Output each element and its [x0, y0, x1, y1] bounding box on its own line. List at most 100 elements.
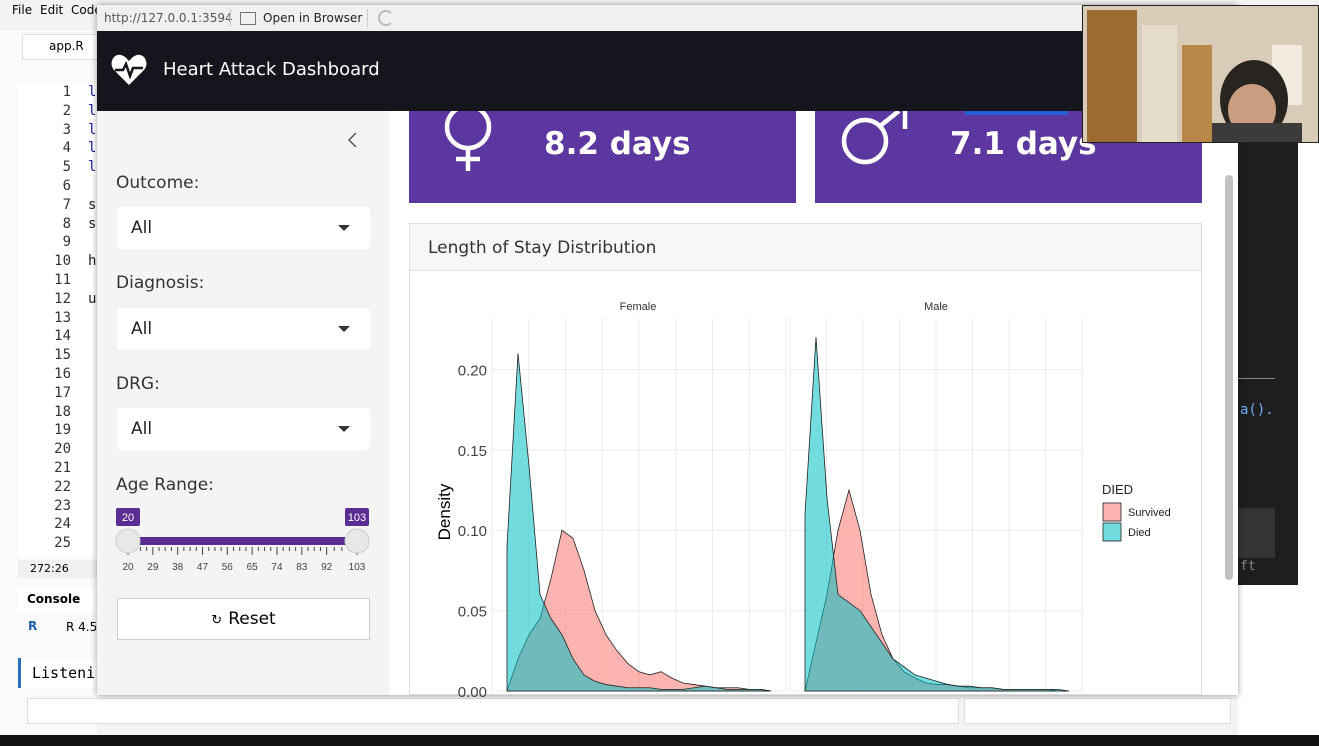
status-bar: 272:26	[18, 560, 97, 578]
density-area	[506, 353, 772, 692]
r-version: R 4.5	[66, 620, 98, 634]
filter-label: Outcome:	[116, 173, 200, 193]
slider-tick-label: 29	[147, 562, 159, 573]
male-icon	[841, 111, 908, 165]
code-text: ft	[1240, 559, 1256, 574]
line-number: 12	[54, 290, 71, 307]
legend-swatch	[1102, 502, 1122, 522]
menu-item[interactable]: Code	[71, 3, 102, 17]
code-text: s	[88, 196, 97, 213]
line-number: 19	[54, 422, 71, 439]
line-number: 16	[54, 366, 71, 382]
slider-handle[interactable]	[115, 528, 141, 554]
menu-item[interactable]: Edit	[40, 3, 64, 17]
cursor-position: 272:26	[30, 562, 69, 575]
filter-label: Diagnosis:	[116, 273, 205, 293]
line-number: 20	[54, 441, 71, 458]
line-number: 18	[54, 403, 71, 420]
collapse-chevron[interactable]	[345, 131, 359, 149]
dark-panel: a(). ft	[1238, 140, 1298, 585]
slider-handle[interactable]	[344, 528, 370, 554]
slider-tick-label: 38	[172, 562, 184, 573]
separator	[230, 9, 231, 27]
separator	[367, 9, 368, 27]
facet-label: Male	[924, 301, 948, 313]
value-box-value: 8.2 days	[544, 126, 691, 162]
y-tick-label: 0.10	[458, 523, 487, 540]
reset-label: Reset	[228, 609, 276, 629]
code-editor: 1 2 3 4 5 6 7 8 9 10 11 12 13 14 15 16 17 18 19 20 21 22 23 24 2…	[18, 84, 97, 558]
select-box[interactable]: All	[117, 207, 370, 249]
code-text: l	[88, 159, 97, 176]
y-tick-label: 0.20	[458, 362, 487, 379]
density-area	[506, 529, 772, 692]
slider-value-box	[116, 508, 140, 526]
line-number: 10	[54, 253, 71, 270]
input-box[interactable]	[964, 698, 1231, 724]
console-text: Listeni	[32, 664, 96, 682]
url[interactable]: http://127.0.0.1:3594	[104, 11, 233, 25]
line-number: 17	[54, 384, 71, 401]
console-output: Listeni	[18, 658, 100, 688]
slider-tick-label: 74	[271, 562, 283, 573]
y-axis-label: Density	[435, 483, 454, 540]
console-tab-label: Console	[27, 592, 81, 606]
slider-tick-label: 83	[296, 562, 308, 573]
webcam	[1082, 5, 1319, 143]
line-number: 3	[62, 121, 71, 138]
slider-value-label: 103	[348, 512, 366, 524]
refresh-icon[interactable]	[378, 10, 394, 26]
slider-tick-label: 103	[349, 562, 366, 573]
card-title: Length of Stay Distribution	[428, 238, 657, 258]
select-box[interactable]: All	[117, 308, 370, 350]
editor-tab[interactable]: app.R	[22, 34, 99, 60]
line-number: 22	[54, 478, 71, 495]
open-in-browser[interactable]: Open in Browser	[263, 11, 363, 25]
console-input[interactable]	[27, 695, 1238, 735]
y-tick-label: 0.15	[458, 443, 487, 460]
filter-label: DRG:	[116, 374, 160, 394]
line-number: 2	[62, 102, 71, 119]
taskbar	[0, 735, 1319, 746]
code-text: h	[88, 253, 97, 270]
line-number: 11	[54, 272, 71, 288]
legend-label: Died	[1128, 527, 1151, 539]
y-tick-label: 0.05	[458, 604, 487, 621]
value-box-value: 7.1 days	[950, 126, 1097, 162]
line-number: 7	[62, 196, 71, 213]
select-box[interactable]: All	[117, 408, 370, 450]
app-title: Heart Attack Dashboard	[163, 59, 380, 80]
slider-tick-label: 47	[197, 562, 209, 573]
density-chart: 0.00 0.05 0.10 0.15 0.20 Density Female Male DIE…	[435, 301, 1171, 700]
line-number: 14	[54, 328, 71, 345]
app-header: Heart Attack Dashboard	[97, 31, 1238, 111]
line-number: 13	[54, 309, 71, 326]
line-number: 5	[62, 159, 71, 176]
female-icon	[444, 111, 492, 171]
reset-icon: ↻	[211, 613, 223, 628]
line-number: 15	[54, 347, 71, 364]
panel-block	[1238, 508, 1275, 558]
viewer-toolbar: http://127.0.0.1:3594 Open in Browser	[97, 5, 1238, 31]
age-slider[interactable]: 20 29 38 47 56 65 74 83 92 103 20 103	[97, 500, 390, 580]
line-number: 23	[54, 497, 71, 514]
input-box[interactable]	[27, 698, 959, 724]
slider-tick-label: 92	[321, 562, 333, 573]
code-text: a().	[1240, 402, 1274, 418]
line-number: 25	[54, 535, 71, 552]
menu-item[interactable]: File	[12, 3, 33, 17]
density-area	[804, 337, 1070, 692]
scrollbar[interactable]	[1225, 175, 1233, 580]
slider-value-label: 20	[122, 512, 134, 524]
divider	[1238, 378, 1275, 379]
code-text: l	[88, 102, 97, 119]
reset-button[interactable]: ↻ Reset	[117, 598, 370, 640]
slider-tick-label: 65	[247, 562, 259, 573]
legend-title: DIED	[1102, 482, 1133, 497]
line-number: 6	[62, 178, 71, 194]
console-tab[interactable]: Console	[18, 588, 97, 612]
code-text: l	[88, 140, 97, 157]
card-header: Length of Stay Distribution	[410, 224, 1201, 271]
tab-label: app.R	[49, 39, 84, 53]
